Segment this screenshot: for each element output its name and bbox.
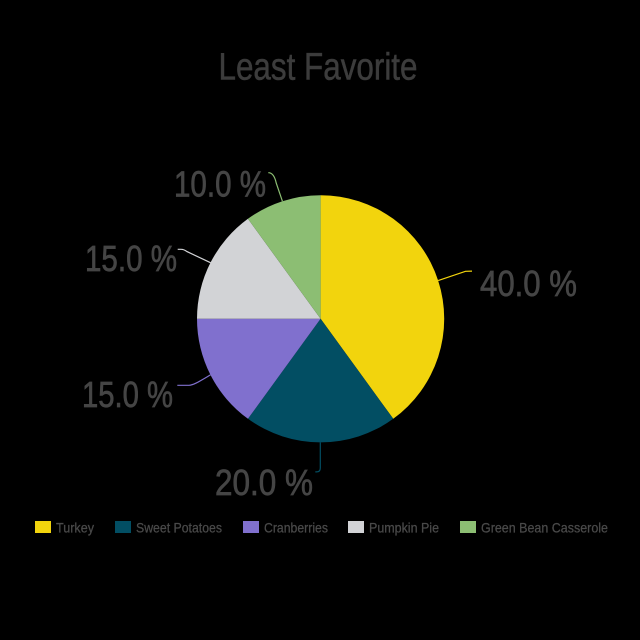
svg-text:Least Favorite: Least Favorite bbox=[219, 47, 418, 89]
svg-text:Pumpkin Pie: Pumpkin Pie bbox=[369, 520, 439, 536]
svg-text:Cranberries: Cranberries bbox=[264, 520, 328, 536]
svg-text:10.0 %: 10.0 % bbox=[174, 164, 266, 205]
svg-text:Turkey: Turkey bbox=[56, 520, 94, 536]
svg-text:15.0 %: 15.0 % bbox=[82, 374, 173, 415]
svg-text:40.0 %: 40.0 % bbox=[480, 263, 577, 304]
svg-text:Green Bean Casserole: Green Bean Casserole bbox=[481, 520, 608, 536]
svg-text:Sweet Potatoes: Sweet Potatoes bbox=[136, 520, 222, 536]
svg-text:15.0 %: 15.0 % bbox=[85, 238, 177, 279]
svg-text:20.0 %: 20.0 % bbox=[215, 462, 313, 503]
